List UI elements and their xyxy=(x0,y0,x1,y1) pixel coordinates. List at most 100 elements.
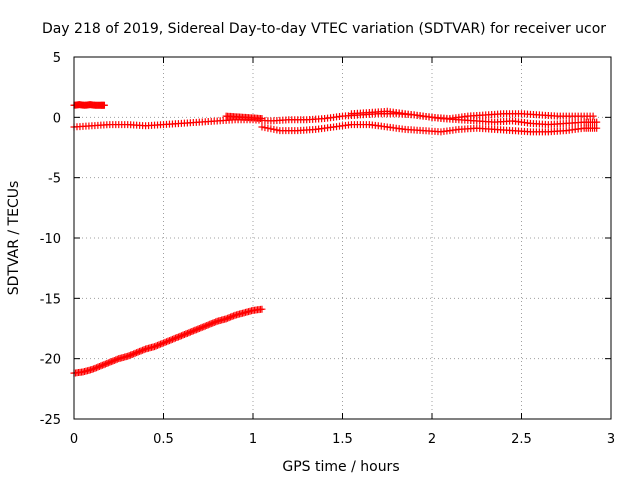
data-point xyxy=(100,361,108,369)
data-point xyxy=(165,337,173,345)
data-point xyxy=(589,112,597,120)
data-point xyxy=(140,346,148,354)
data-points xyxy=(70,101,601,377)
x-axis-ticks: 0 0.5 1 1.5 2 2.5 3 xyxy=(70,57,615,447)
data-point xyxy=(224,314,232,322)
x-tick-label: 2.5 xyxy=(511,432,532,447)
chart-title: Day 218 of 2019, Sidereal Day-to-day VTE… xyxy=(42,21,606,37)
data-point xyxy=(177,332,185,340)
data-point xyxy=(176,332,184,340)
data-point xyxy=(258,123,266,131)
data-point xyxy=(188,328,196,336)
data-point xyxy=(195,325,203,332)
x-tick-label: 0.5 xyxy=(153,432,174,447)
x-axis-label: GPS time / hours xyxy=(282,459,399,475)
data-point xyxy=(189,327,197,335)
y-tick-label: -5 xyxy=(48,172,61,187)
y-tick-label: -20 xyxy=(40,353,61,368)
data-point xyxy=(192,326,200,334)
data-point xyxy=(200,323,208,331)
x-tick-label: 0 xyxy=(70,432,78,447)
data-point xyxy=(131,349,139,357)
data-point xyxy=(137,347,145,355)
data-point xyxy=(104,359,112,367)
data-point xyxy=(264,124,272,132)
x-tick-label: 2 xyxy=(428,432,436,447)
y-tick-label: 0 xyxy=(53,111,61,126)
data-point xyxy=(198,323,206,331)
data-point xyxy=(134,348,142,356)
series-track-1 xyxy=(70,101,108,109)
data-point xyxy=(95,363,103,371)
data-point xyxy=(110,356,118,364)
plot-frame xyxy=(73,56,612,420)
data-point xyxy=(100,101,108,109)
data-point xyxy=(212,318,220,326)
data-point xyxy=(204,321,212,329)
data-point xyxy=(593,124,601,132)
data-point xyxy=(258,305,266,313)
data-point xyxy=(203,321,211,329)
y-tick-label: 5 xyxy=(53,51,61,66)
data-point xyxy=(151,343,159,351)
data-point xyxy=(261,124,269,132)
y-tick-label: -10 xyxy=(40,232,61,247)
data-point xyxy=(168,335,176,343)
data-point xyxy=(207,320,215,328)
data-point xyxy=(139,346,147,354)
data-point xyxy=(222,315,230,323)
data-point xyxy=(106,358,114,366)
data-point xyxy=(209,319,217,327)
data-point xyxy=(164,337,172,345)
data-point xyxy=(273,126,281,134)
data-point xyxy=(206,320,214,328)
data-point xyxy=(160,339,167,347)
data-point xyxy=(152,342,160,350)
data-point xyxy=(133,349,141,357)
data-point xyxy=(197,324,205,332)
data-point xyxy=(128,350,136,358)
data-point xyxy=(161,338,169,346)
data-point xyxy=(113,355,121,363)
data-point xyxy=(258,115,266,123)
data-point xyxy=(97,362,105,370)
y-axis-label: SDTVAR / TECUs xyxy=(6,181,22,296)
x-tick-label: 1.5 xyxy=(332,432,353,447)
data-point xyxy=(101,360,109,368)
data-point xyxy=(182,330,190,338)
data-point xyxy=(227,313,235,321)
data-point xyxy=(186,328,194,336)
data-point xyxy=(109,357,117,365)
data-point xyxy=(201,322,209,330)
data-point xyxy=(107,358,115,366)
data-point xyxy=(171,334,179,342)
data-point xyxy=(185,329,193,337)
data-point xyxy=(228,312,236,320)
series-track-5 xyxy=(347,107,601,129)
data-point xyxy=(158,340,166,348)
data-point xyxy=(88,366,96,374)
data-point xyxy=(593,118,601,126)
data-point xyxy=(91,364,99,372)
data-point xyxy=(92,364,100,372)
data-point xyxy=(130,350,138,358)
data-point xyxy=(162,338,170,346)
data-point xyxy=(154,341,162,349)
data-point xyxy=(225,314,233,322)
x-tick-label: 1 xyxy=(249,432,257,447)
data-point xyxy=(98,361,106,369)
data-point xyxy=(136,347,144,355)
data-point xyxy=(180,331,188,339)
series-track-6 xyxy=(222,112,266,123)
series-track-4 xyxy=(258,121,601,136)
data-point xyxy=(125,352,133,360)
data-point xyxy=(270,125,278,133)
series-track-3 xyxy=(70,305,266,377)
data-point xyxy=(194,325,202,333)
data-point xyxy=(94,363,102,371)
y-tick-label: -25 xyxy=(40,413,61,428)
series-track-2 xyxy=(70,110,597,131)
data-point xyxy=(191,326,199,334)
data-point xyxy=(157,340,165,348)
